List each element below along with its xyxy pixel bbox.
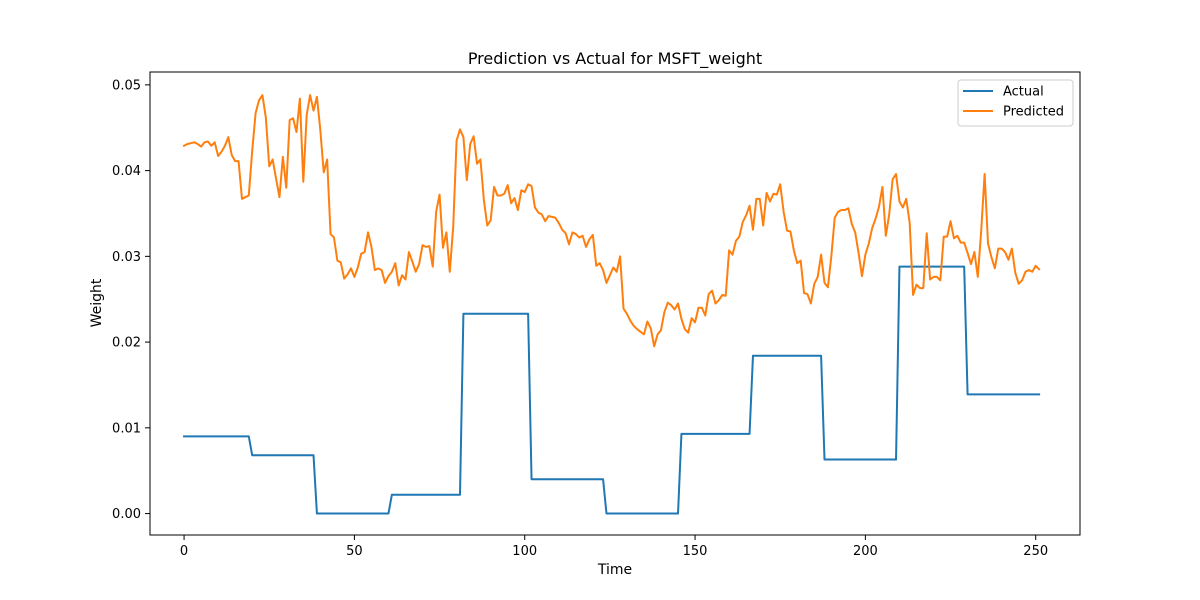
legend: Actual Predicted <box>957 79 1074 127</box>
legend-label-predicted: Predicted <box>1003 105 1064 120</box>
axes-frame <box>149 71 1081 536</box>
series-group <box>182 94 1041 515</box>
x-tick-label: 150 <box>683 544 708 559</box>
chart-title: Prediction vs Actual for MSFT_weight <box>468 49 762 69</box>
series-line-predicted <box>182 94 1041 348</box>
legend-label-actual: Actual <box>1003 85 1044 100</box>
y-tick-label: 0.00 <box>112 507 141 522</box>
y-tick-label: 0.02 <box>112 336 141 351</box>
x-tick-label: 50 <box>346 544 363 559</box>
x-tick-label: 0 <box>180 544 188 559</box>
y-axis: 0.00 0.01 0.02 0.03 0.04 0.05 <box>112 78 150 522</box>
y-tick-label: 0.04 <box>112 164 141 179</box>
x-tick-label: 250 <box>1023 544 1048 559</box>
y-axis-label: Weight <box>89 278 105 327</box>
x-axis-label: Time <box>597 562 632 578</box>
x-tick-label: 100 <box>512 544 537 559</box>
y-tick-label: 0.03 <box>112 250 141 265</box>
x-tick-label: 200 <box>853 544 878 559</box>
y-tick-label: 0.01 <box>112 421 141 436</box>
y-tick-label: 0.05 <box>112 78 141 93</box>
series-line-actual <box>183 265 1041 515</box>
x-axis: 0 50 100 150 200 250 <box>180 535 1048 559</box>
